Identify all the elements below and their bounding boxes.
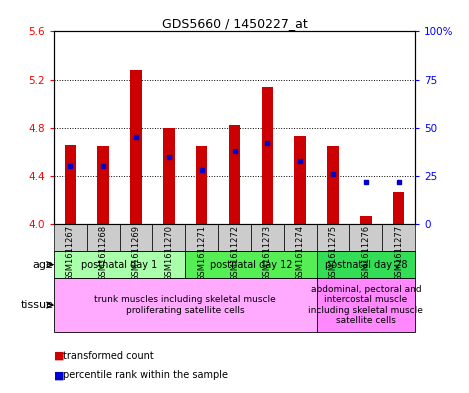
Text: tissue: tissue xyxy=(20,300,53,310)
Bar xyxy=(327,146,339,224)
Bar xyxy=(262,87,273,224)
Bar xyxy=(382,224,415,251)
Text: postnatal day 28: postnatal day 28 xyxy=(325,260,407,270)
Bar xyxy=(317,224,349,251)
Text: postnatal day 12: postnatal day 12 xyxy=(210,260,292,270)
Text: GSM1611275: GSM1611275 xyxy=(328,225,338,281)
Bar xyxy=(349,224,382,251)
Bar xyxy=(251,224,284,251)
Bar xyxy=(120,224,152,251)
Text: GSM1611273: GSM1611273 xyxy=(263,225,272,281)
Text: GSM1611267: GSM1611267 xyxy=(66,225,75,281)
Text: GSM1611268: GSM1611268 xyxy=(98,225,108,281)
Bar xyxy=(98,146,109,224)
Bar xyxy=(185,224,218,251)
Text: ■: ■ xyxy=(54,351,64,361)
Bar xyxy=(196,146,207,224)
Bar xyxy=(65,145,76,224)
Text: transformed count: transformed count xyxy=(63,351,154,361)
Bar xyxy=(295,136,306,224)
Bar xyxy=(163,128,174,224)
Bar xyxy=(218,224,251,251)
Bar xyxy=(130,70,142,224)
Bar xyxy=(185,251,317,278)
Bar xyxy=(360,216,371,224)
Bar xyxy=(54,224,87,251)
Text: GSM1611274: GSM1611274 xyxy=(295,225,305,281)
Bar xyxy=(54,278,317,332)
Text: GSM1611271: GSM1611271 xyxy=(197,225,206,281)
Text: GSM1611272: GSM1611272 xyxy=(230,225,239,281)
Title: GDS5660 / 1450227_at: GDS5660 / 1450227_at xyxy=(162,17,307,30)
Text: GSM1611277: GSM1611277 xyxy=(394,225,403,281)
Text: age: age xyxy=(32,260,53,270)
Bar xyxy=(317,251,415,278)
Bar xyxy=(229,125,240,224)
Bar xyxy=(284,224,317,251)
Text: GSM1611269: GSM1611269 xyxy=(131,225,141,281)
Text: abdominal, pectoral and
intercostal muscle
including skeletal muscle
satellite c: abdominal, pectoral and intercostal musc… xyxy=(309,285,423,325)
Bar xyxy=(54,251,185,278)
Text: trunk muscles including skeletal muscle
proliferating satellite cells: trunk muscles including skeletal muscle … xyxy=(94,296,276,315)
Text: percentile rank within the sample: percentile rank within the sample xyxy=(63,370,228,380)
Text: GSM1611276: GSM1611276 xyxy=(361,225,371,281)
Bar xyxy=(152,224,185,251)
Text: GSM1611270: GSM1611270 xyxy=(164,225,174,281)
Bar xyxy=(393,192,404,224)
Bar xyxy=(87,224,120,251)
Text: postnatal day 1: postnatal day 1 xyxy=(82,260,158,270)
Bar xyxy=(317,278,415,332)
Text: ■: ■ xyxy=(54,370,64,380)
